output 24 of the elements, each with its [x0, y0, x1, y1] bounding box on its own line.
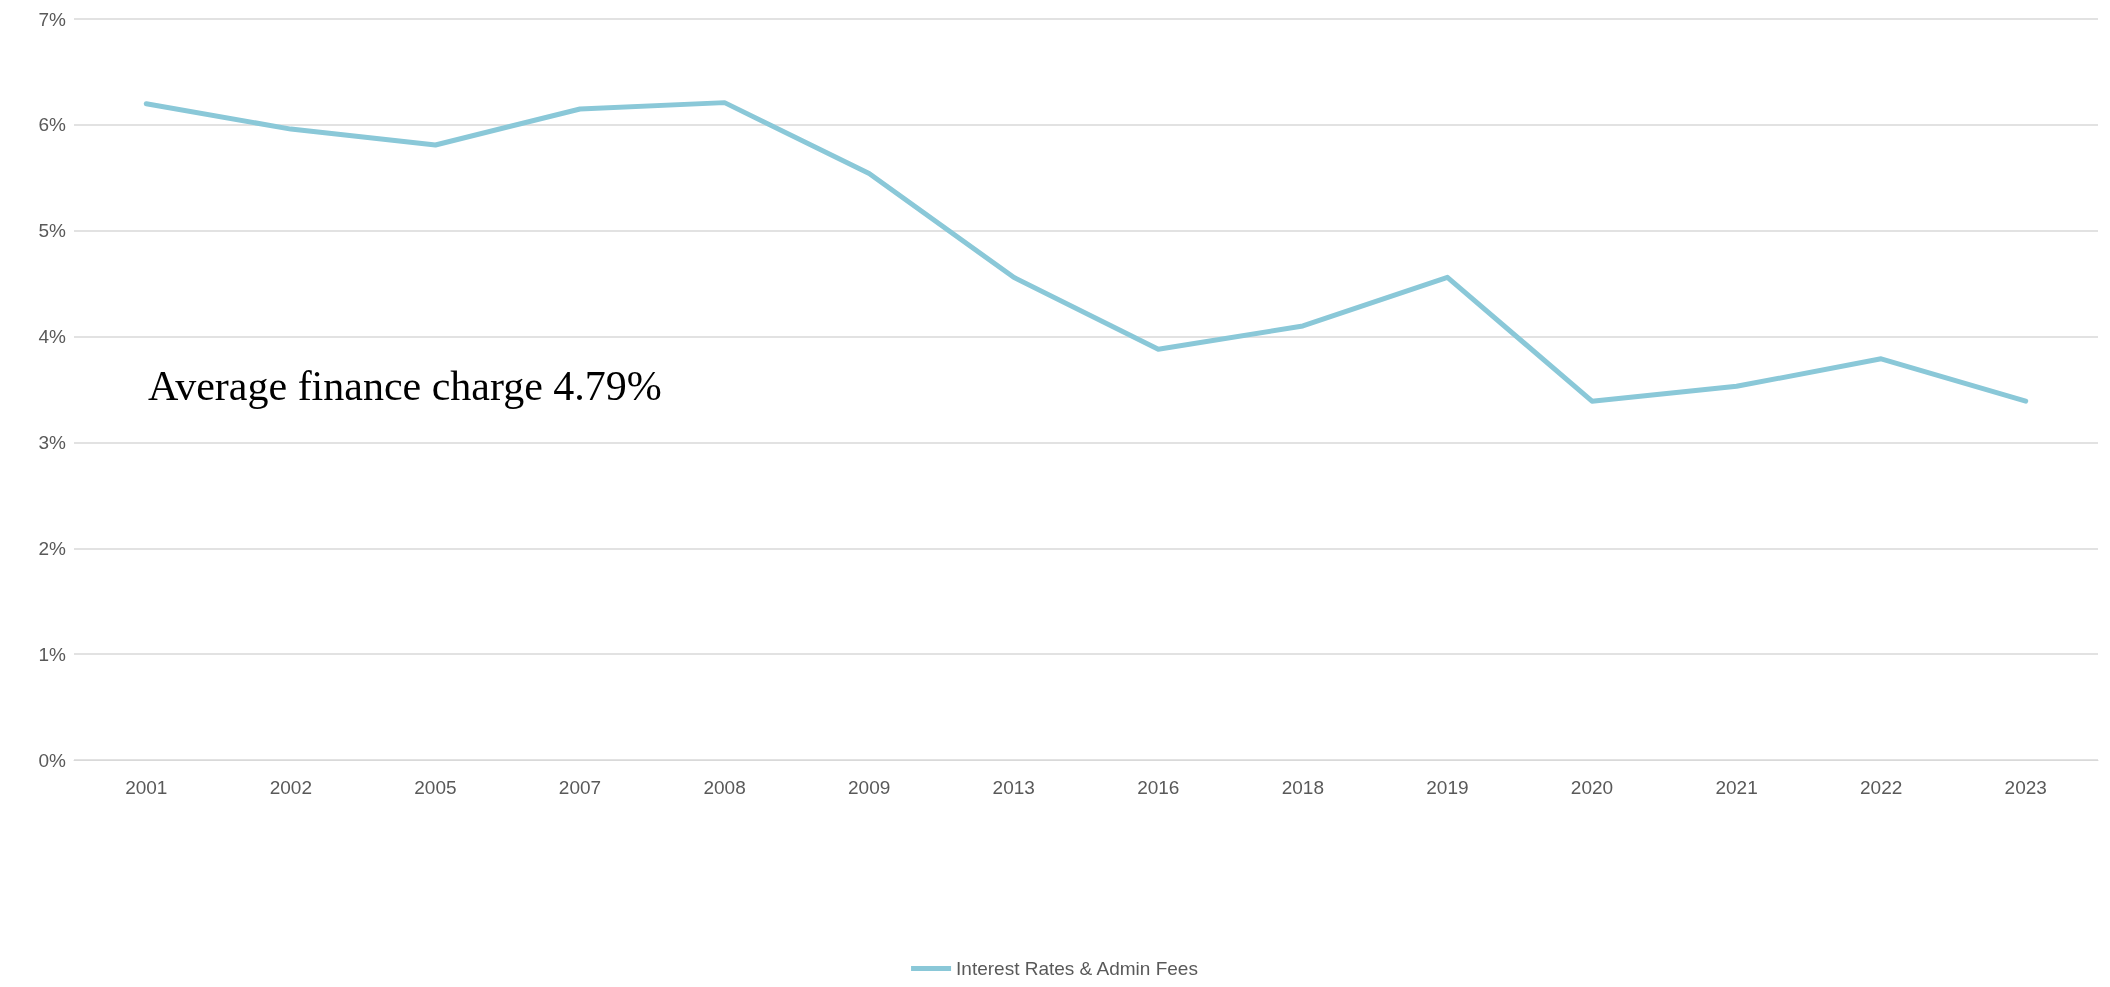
x-tick-label: 2021: [1715, 777, 1758, 798]
x-tick-label: 2016: [1137, 777, 1180, 798]
annotation: Average finance charge 4.79%: [148, 363, 662, 409]
x-tick-label: 2001: [125, 777, 168, 798]
y-tick-label: 6%: [38, 114, 67, 136]
y-tick-label: 2%: [38, 537, 67, 559]
y-tick-label: 4%: [38, 326, 67, 348]
x-tick-label: 2002: [269, 777, 312, 798]
legend-label: Interest Rates & Admin Fees: [956, 958, 1198, 979]
y-tick-label: 7%: [38, 8, 67, 30]
x-tick-label: 2020: [1570, 777, 1614, 798]
y-tick-label: 0%: [38, 749, 67, 771]
x-tick-label: 2019: [1426, 777, 1469, 798]
x-tick-label: 2018: [1281, 777, 1324, 798]
x-tick-label: 2022: [1860, 777, 1903, 798]
y-tick-label: 5%: [38, 220, 67, 242]
y-tick-label: 1%: [38, 643, 67, 665]
x-tick-label: 2008: [703, 777, 746, 798]
x-tick-label: 2023: [2004, 777, 2047, 798]
x-tick-label: 2005: [414, 777, 457, 798]
y-tick-label: 3%: [38, 431, 67, 453]
x-tick-label: 2007: [558, 777, 602, 798]
x-tick-label: 2013: [992, 777, 1035, 798]
x-tick-label: 2009: [848, 777, 891, 798]
